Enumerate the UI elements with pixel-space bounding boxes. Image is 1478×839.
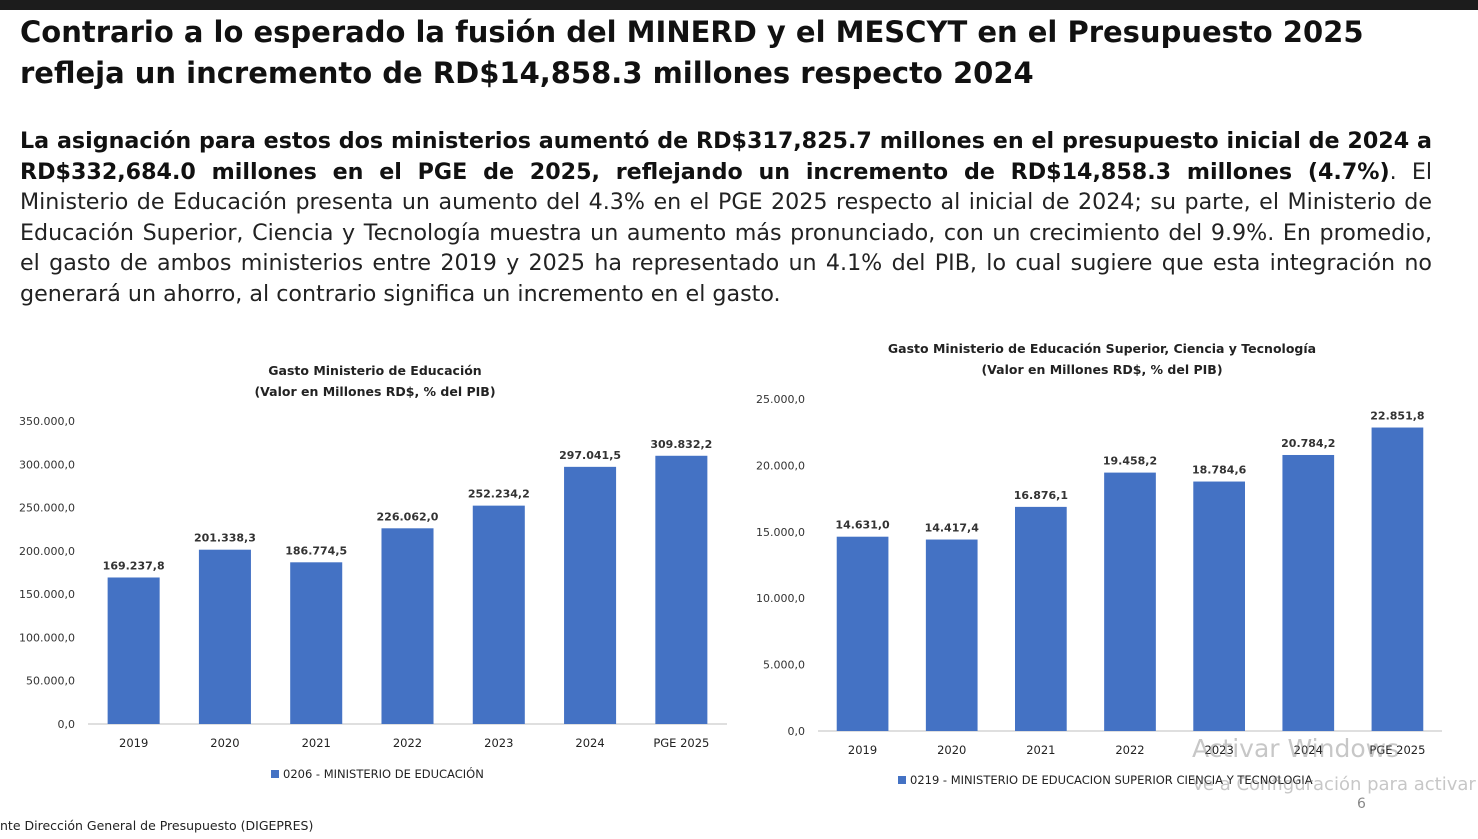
mescyt-y-tick-label: 0,0 (788, 725, 806, 738)
mescyt-category-label: 2023 (1205, 743, 1234, 757)
educacion-bar-2023 (472, 505, 525, 724)
educacion-y-tick-label: 50.000,0 (26, 675, 75, 688)
mescyt-y-tick-label: 15.000,0 (756, 526, 805, 539)
educacion-bar-pge-2025 (655, 455, 708, 724)
mescyt-data-label: 16.876,1 (1014, 489, 1068, 502)
mescyt-category-label: PGE 2025 (1369, 743, 1425, 757)
educacion-bar-2020 (198, 549, 251, 724)
educacion-chart-subtitle: (Valor en Millones RD$, % del PIB) (254, 384, 495, 399)
mescyt-category-label: 2021 (1026, 743, 1055, 757)
mescyt-bar-2019 (836, 536, 889, 731)
educacion-data-label: 169.237,8 (103, 559, 165, 572)
mescyt-bar-2023 (1193, 481, 1245, 731)
page-number: 6 (1357, 796, 1366, 812)
mescyt-bar-2024 (1282, 454, 1335, 731)
educacion-category-label: 2020 (210, 736, 239, 750)
educacion-category-label: 2022 (393, 736, 422, 750)
mescyt-data-label: 22.851,8 (1370, 410, 1424, 423)
educacion-chart-title: Gasto Ministerio de Educación (268, 363, 481, 378)
educacion-category-label: 2023 (484, 736, 513, 750)
mescyt-data-label: 19.458,2 (1103, 455, 1157, 468)
educacion-y-tick-label: 250.000,0 (19, 502, 75, 515)
chart-ministerio-educacion: Gasto Ministerio de Educación (Valor en M… (19, 363, 727, 781)
educacion-category-label: 2019 (119, 736, 148, 750)
educacion-data-label: 309.832,2 (650, 438, 712, 451)
educacion-y-tick-label: 350.000,0 (19, 415, 75, 428)
educacion-data-label: 201.338,3 (194, 532, 256, 545)
mescyt-legend-label: 0219 - MINISTERIO DE EDUCACION SUPERIOR … (910, 773, 1313, 787)
mescyt-category-label: 2020 (937, 743, 966, 757)
educacion-bar-2019 (107, 577, 160, 724)
mescyt-y-tick-label: 5.000,0 (763, 659, 805, 672)
educacion-y-tick-label: 300.000,0 (19, 458, 75, 471)
paragraph-bold-text: La asignación para estos dos ministerios… (20, 128, 1432, 185)
educacion-legend-swatch (271, 770, 279, 778)
mescyt-chart-title: Gasto Ministerio de Educación Superior, … (888, 341, 1316, 356)
educacion-bar-2022 (381, 528, 434, 724)
educacion-y-tick-label: 0,0 (58, 718, 76, 731)
mescyt-data-label: 14.417,4 (925, 522, 980, 535)
educacion-data-label: 252.234,2 (468, 488, 530, 501)
mescyt-legend-swatch (898, 776, 906, 784)
mescyt-y-tick-label: 25.000,0 (756, 393, 805, 406)
mescyt-category-label: 2019 (848, 743, 877, 757)
educacion-category-label: 2021 (302, 736, 331, 750)
mescyt-bar-2022 (1104, 472, 1156, 731)
educacion-y-tick-label: 200.000,0 (19, 545, 75, 558)
mescyt-bar-pge-2025 (1371, 427, 1424, 731)
educacion-bar-2021 (290, 562, 343, 724)
slide-paragraph: La asignación para estos dos ministerios… (20, 126, 1432, 310)
chart-ministerio-educacion-superior: Gasto Ministerio de Educación Superior, … (756, 341, 1442, 787)
slide-title: Contrario a lo esperado la fusión del MI… (20, 15, 1364, 90)
mescyt-category-label: 2022 (1115, 743, 1144, 757)
educacion-data-label: 226.062,0 (377, 510, 439, 523)
mescyt-data-label: 18.784,6 (1192, 464, 1247, 477)
educacion-data-label: 297.041,5 (559, 449, 621, 462)
educacion-y-tick-label: 150.000,0 (19, 588, 75, 601)
educacion-category-label: 2024 (575, 736, 604, 750)
window-top-bar (0, 0, 1478, 10)
educacion-bar-2024 (564, 466, 617, 724)
mescyt-y-tick-label: 10.000,0 (756, 592, 805, 605)
mescyt-bar-2021 (1015, 506, 1067, 731)
educacion-category-label: PGE 2025 (653, 736, 709, 750)
activation-watermark-subtitle: Ve a Configuración para activar (1192, 774, 1476, 795)
mescyt-y-tick-label: 20.000,0 (756, 459, 805, 472)
mescyt-data-label: 14.631,0 (835, 519, 890, 532)
educacion-legend-label: 0206 - MINISTERIO DE EDUCACIÓN (283, 766, 484, 781)
mescyt-category-label: 2024 (1294, 743, 1323, 757)
mescyt-chart-subtitle: (Valor en Millones RD$, % del PIB) (981, 362, 1222, 377)
mescyt-bar-2020 (925, 539, 978, 731)
paragraph-rest-text: . El Ministerio de Educación presenta un… (20, 158, 1433, 307)
source-note: nte Dirección General de Presupuesto (DI… (0, 818, 314, 833)
educacion-data-label: 186.774,5 (285, 544, 347, 557)
activation-watermark-title: Activar Windows (1192, 734, 1400, 763)
educacion-y-tick-label: 100.000,0 (19, 631, 75, 644)
mescyt-data-label: 20.784,2 (1281, 437, 1335, 450)
